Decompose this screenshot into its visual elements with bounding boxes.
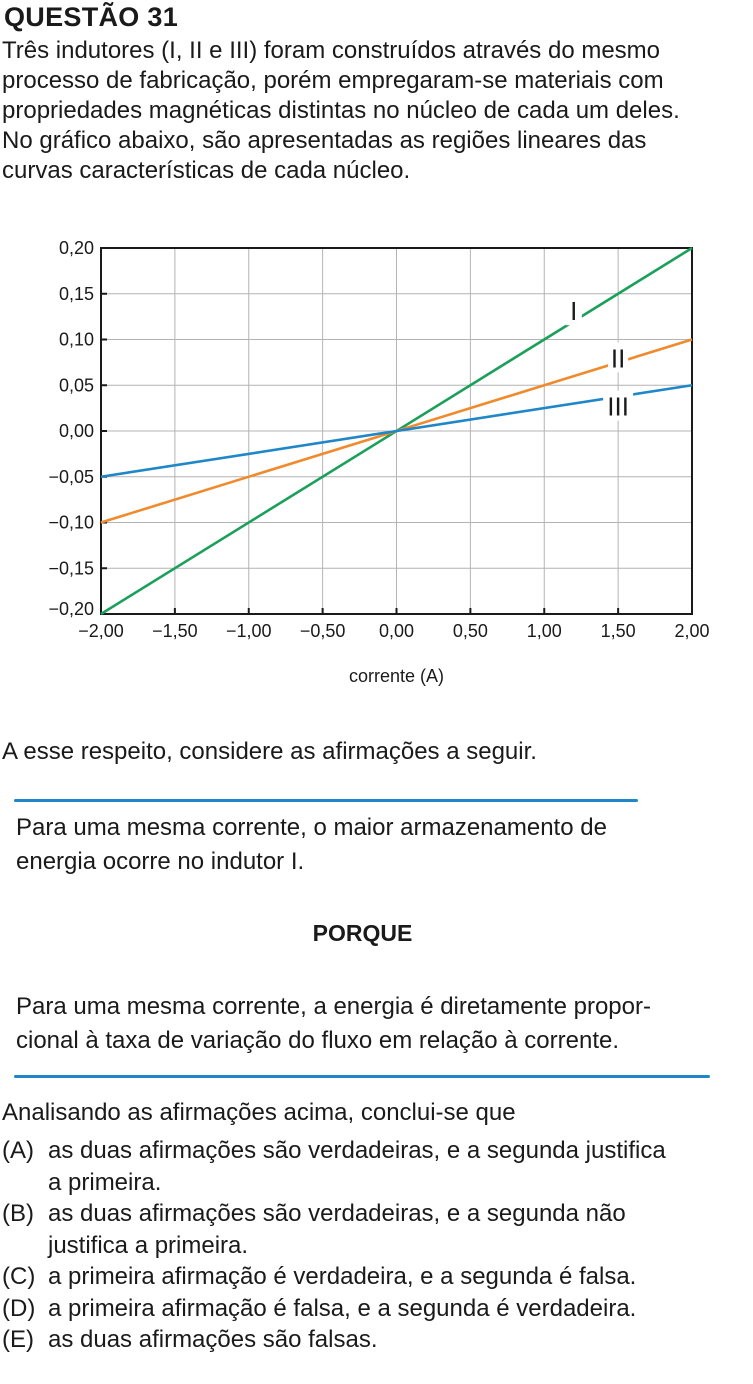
option-e[interactable]: (E) as duas afirmações são falsas. [2, 1324, 750, 1356]
statement-2-line: cional à taxa de variação do fluxo em re… [16, 1027, 620, 1054]
intro-line: curvas características de cada núcleo. [2, 157, 411, 184]
inductor-chart-svg: −2,00 −1,50 −1,00 −0,50 0,00 0,50 1,00 1,50 2,00… [48, 238, 709, 686]
statement-1: Para uma mesma corrente, o maior armazen… [16, 811, 728, 879]
x-tick-label: −0,50 [300, 621, 346, 641]
statement-2-line: Para uma mesma corrente, a energia é dir… [16, 993, 651, 1020]
x-tick-label: 0,00 [379, 621, 414, 641]
y-tick-label: 0,10 [59, 330, 94, 350]
statement-1-line: Para uma mesma corrente, o maior armazen… [16, 814, 607, 841]
option-line: as duas afirmações são falsas. [48, 1326, 378, 1353]
top-rule [14, 799, 638, 802]
x-tick-label: 1,00 [527, 621, 562, 641]
statement-1-line: energia ocorre no indutor I. [16, 848, 305, 875]
connector-porque: PORQUE [312, 920, 413, 946]
x-axis-label: corrente (A) [349, 666, 444, 686]
option-c[interactable]: (C) a primeira afirmação é verdadeira, e… [2, 1261, 750, 1293]
y-tick-label: 0,05 [59, 375, 94, 395]
x-tick-label: −2,00 [78, 621, 124, 641]
series-label-III: III [607, 392, 629, 422]
series-label-I: I [570, 296, 577, 326]
option-line: a primeira. [48, 1168, 162, 1196]
series-label-II: II [611, 343, 625, 373]
y-tick-label: −0,20 [48, 599, 94, 619]
y-tick-label: 0,00 [59, 421, 94, 441]
x-tick-label: −1,00 [226, 621, 272, 641]
question-title: QUESTÃO 31 [4, 2, 179, 32]
option-text: as duas afirmações são falsas. [48, 1324, 378, 1356]
y-tick-label: −0,15 [48, 558, 94, 578]
inductor-chart: −2,00 −1,50 −1,00 −0,50 0,00 0,50 1,00 1,50 2,00… [0, 228, 753, 703]
option-text: as duas afirmações são verdadeiras, e a … [48, 1135, 666, 1198]
option-letter: (A) [2, 1137, 34, 1164]
series-label-bg [565, 295, 582, 326]
intro-line: Três indutores (I, II e III) foram const… [2, 37, 661, 64]
option-letter: (C) [2, 1263, 36, 1290]
intro-line: No gráfico abaixo, são apresentadas as r… [2, 127, 647, 154]
option-letter: (B) [2, 1200, 34, 1227]
statement-2: Para uma mesma corrente, a energia é dir… [16, 990, 728, 1058]
option-line: as duas afirmações são verdadeiras, e a … [48, 1200, 626, 1227]
option-line: a primeira afirmação é falsa, e a segund… [48, 1294, 637, 1322]
question-intro: Três indutores (I, II e III) foram const… [2, 36, 742, 186]
series-line-III [100, 383, 693, 479]
option-line: a primeira afirmação é verdadeira, e a s… [48, 1263, 637, 1290]
option-letter: (D) [2, 1294, 36, 1322]
x-tick-label: 2,00 [674, 621, 709, 641]
conclusion-text: Analisando as afirmações acima, conclui-… [2, 1099, 516, 1126]
answer-options: (A) as duas afirmações são verdadeiras, … [2, 1135, 750, 1356]
option-text: as duas afirmações são verdadeiras, e a … [48, 1198, 626, 1261]
x-tick-label: 0,50 [453, 621, 488, 641]
y-tick-label: −0,05 [48, 467, 94, 487]
option-line: justifica a primeira. [48, 1231, 249, 1259]
y-tick-label: −0,10 [48, 513, 94, 533]
bottom-rule [14, 1075, 710, 1078]
option-d[interactable]: (D) a primeira afirmação é falsa, e a se… [2, 1293, 750, 1325]
x-tick-label: −1,50 [152, 621, 198, 641]
option-text: a primeira afirmação é falsa, e a segund… [48, 1293, 636, 1325]
y-tick-label: 0,15 [59, 284, 94, 304]
option-letter: (E) [2, 1326, 34, 1353]
intro-line: processo de fabricação, porém empregaram… [2, 67, 664, 94]
option-b[interactable]: (B) as duas afirmações são verdadeiras, … [2, 1198, 750, 1261]
option-line: as duas afirmações são verdadeiras, e a … [48, 1137, 666, 1164]
option-a[interactable]: (A) as duas afirmações são verdadeiras, … [2, 1135, 750, 1198]
x-tick-label: 1,50 [601, 621, 636, 641]
y-tick-label: 0,20 [59, 238, 94, 258]
series-label-bg [608, 342, 629, 373]
intro-line: propriedades magnéticas distintas no núc… [2, 97, 680, 124]
prompt-text: A esse respeito, considere as afirmações… [2, 738, 537, 765]
option-text: a primeira afirmação é verdadeira, e a s… [48, 1261, 636, 1293]
series-label-bg [603, 390, 634, 421]
